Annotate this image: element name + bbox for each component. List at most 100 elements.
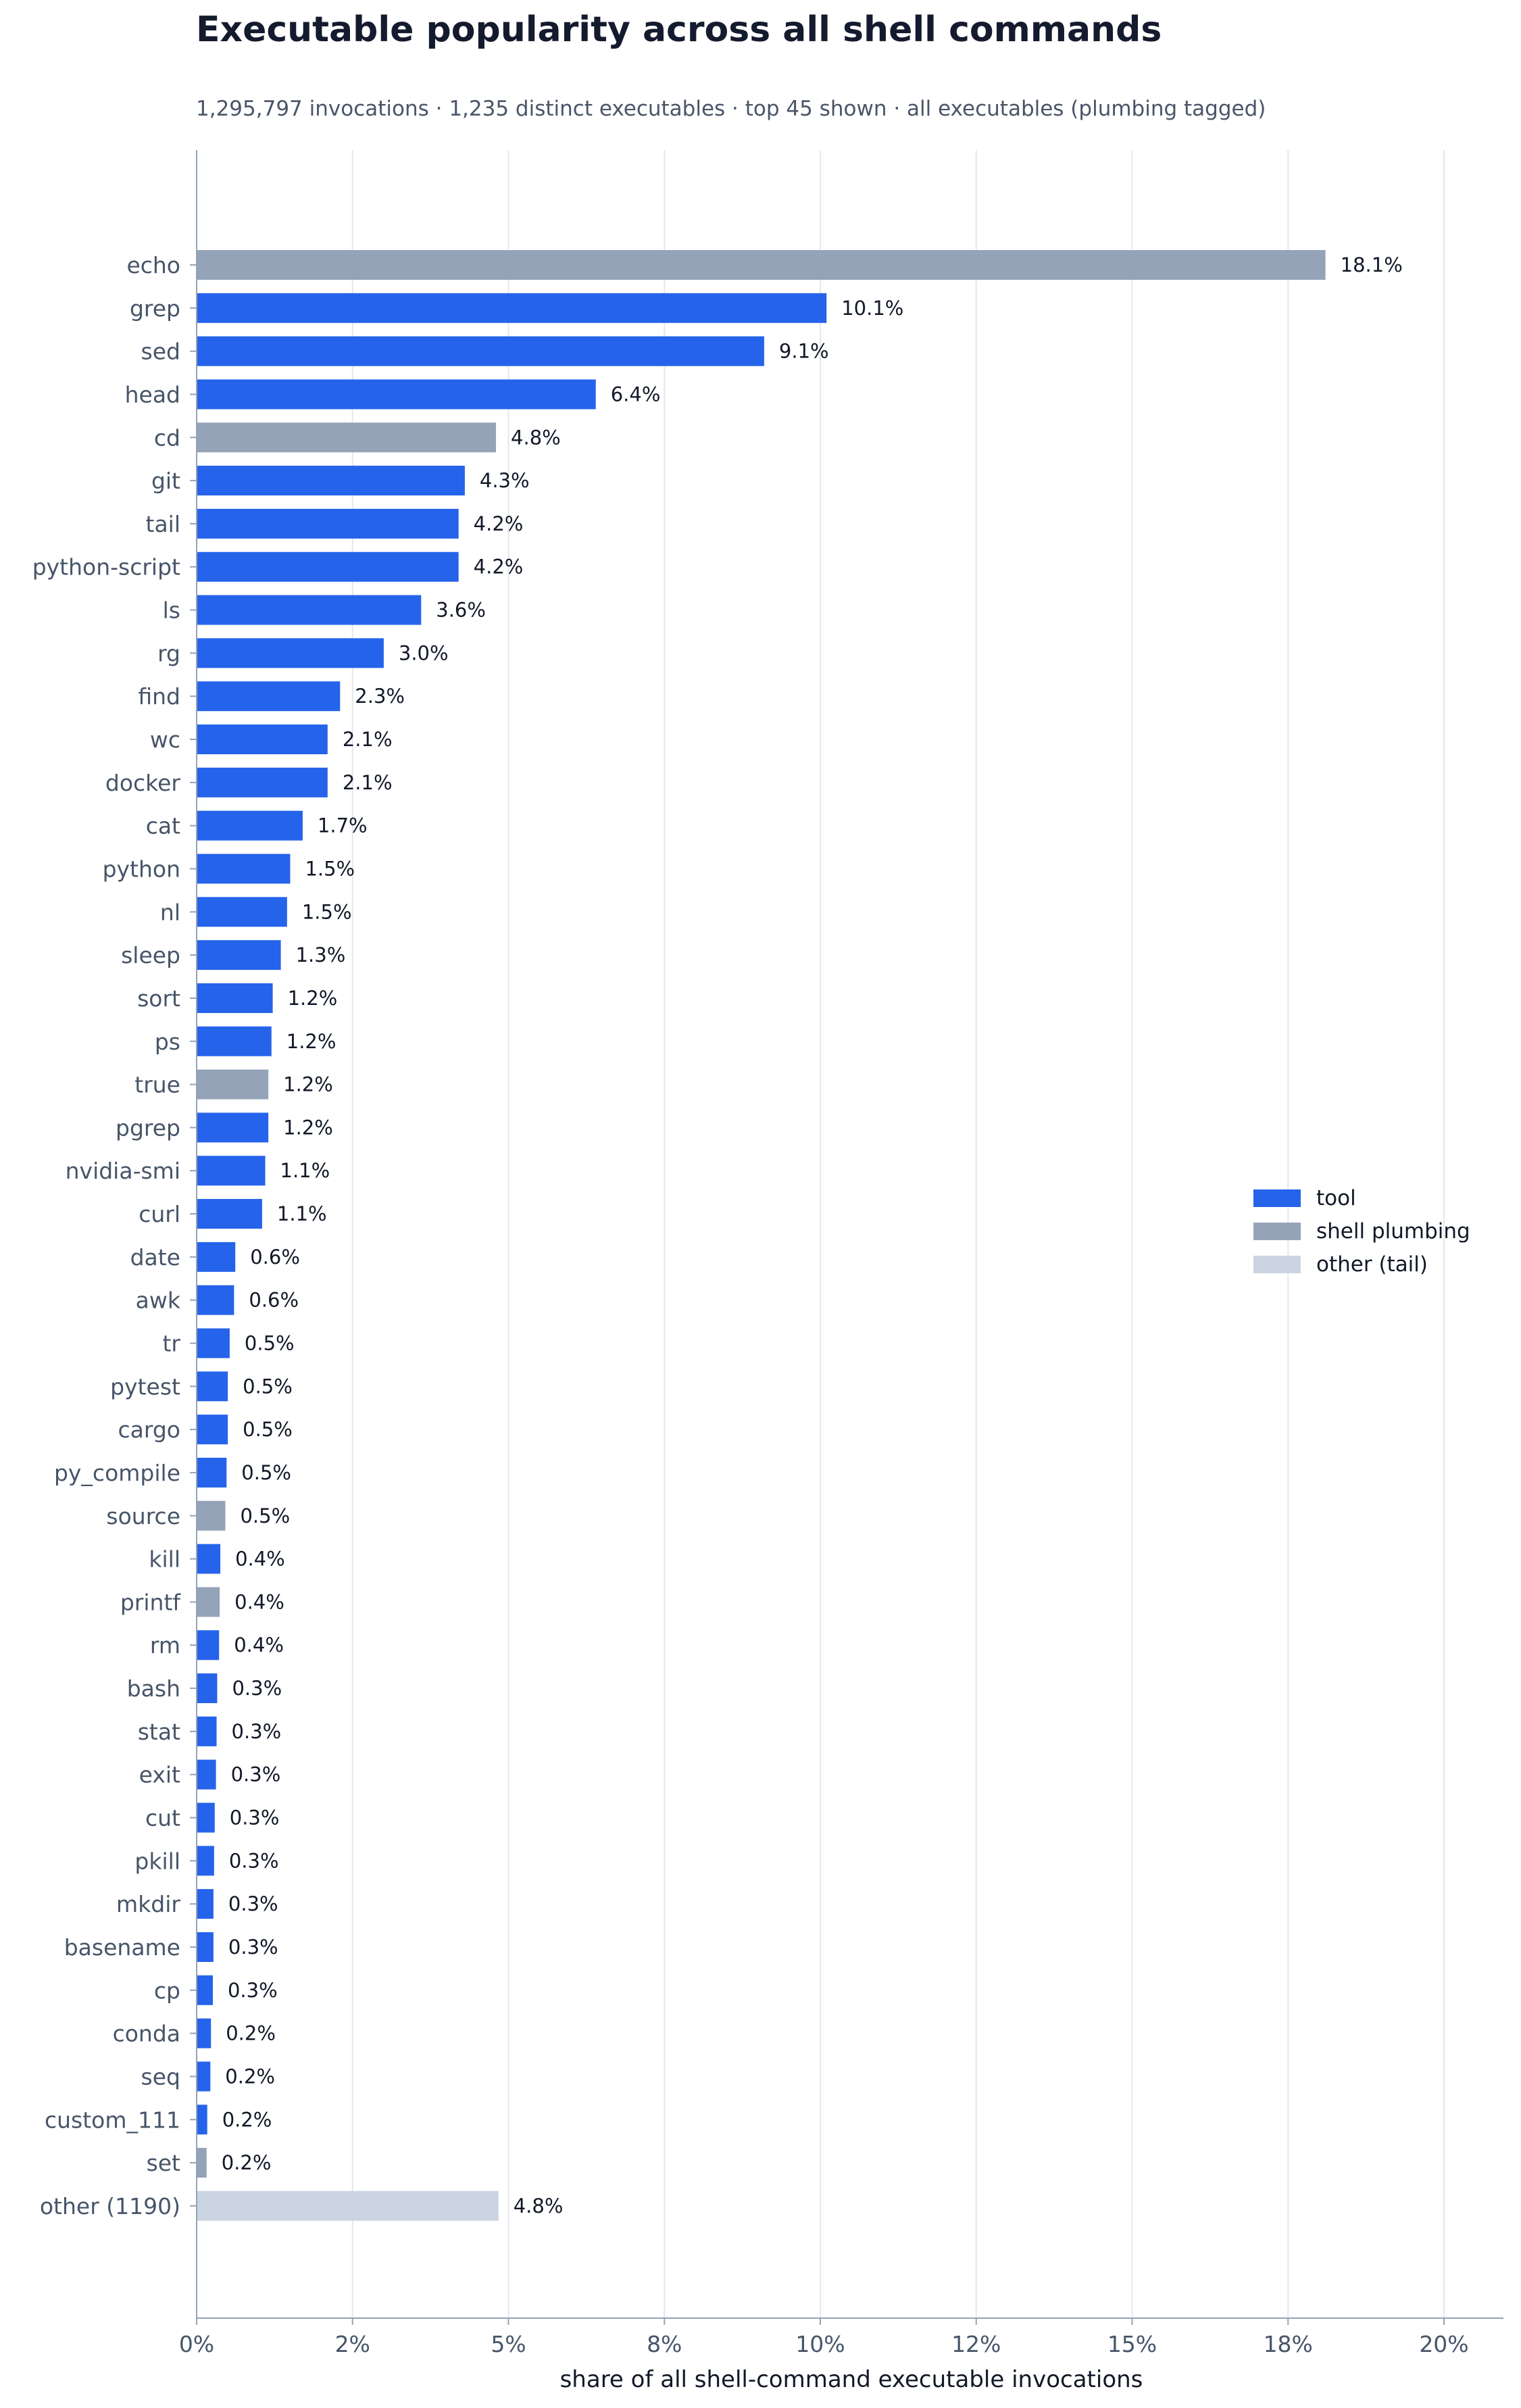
bar [197,2061,211,2092]
value-label: 1.2% [288,987,338,1010]
bar [197,724,328,755]
bar [197,1975,213,2005]
value-label: 0.4% [234,1590,284,1613]
x-axis-title: share of all shell-command executable in… [560,2366,1143,2393]
legend-swatch [1253,1189,1301,1207]
value-label: 0.4% [235,1548,285,1571]
value-label: 18.1% [1341,253,1403,276]
chart-subtitle: 1,295,797 invocations · 1,235 distinct e… [196,97,1266,121]
bar [197,2190,499,2221]
bar [197,1500,226,1531]
x-tick-label: 20% [1419,2331,1468,2357]
x-tick-label: 5% [491,2331,526,2357]
category-label: cp [154,1977,180,2004]
category-label: sleep [121,942,180,968]
value-label: 1.1% [280,1159,330,1182]
legend-swatch [1253,1223,1301,1240]
bar [197,767,328,797]
x-tick-label: 12% [951,2331,1001,2357]
legend-label: other (tail) [1316,1252,1428,1277]
bar [197,983,273,1013]
category-label: nvidia-smi [66,1158,180,1184]
value-label: 1.3% [296,943,346,966]
bar [197,336,764,366]
value-label: 0.3% [228,1936,278,1959]
category-label: sort [137,985,180,1012]
category-label: basename [64,1934,180,1961]
category-label: nl [160,899,180,925]
x-tick-label: 15% [1107,2331,1157,2357]
bar [197,2148,207,2178]
category-label: seq [141,2063,180,2090]
bar [197,1802,215,1833]
category-label: git [151,468,180,494]
category-label: python [103,856,180,882]
value-label: 1.1% [277,1202,327,1225]
category-label: ls [163,597,180,624]
category-label: tr [162,1331,180,1357]
bar [197,1242,236,1272]
category-label: kill [149,1546,180,1573]
value-label: 4.2% [474,556,524,579]
value-label: 0.3% [232,1677,282,1700]
value-label: 0.3% [228,1892,278,1915]
value-label: 0.2% [222,2151,272,2174]
category-label: pytest [110,1373,180,1400]
category-label: head [125,381,180,408]
category-label: true [134,1072,180,1098]
bar [197,681,341,712]
value-label: 0.3% [231,1763,281,1786]
category-label: printf [120,1589,182,1615]
category-label: docker [105,770,181,796]
category-label: source [106,1503,180,1529]
bar [197,551,459,582]
value-label: 0.6% [250,1246,300,1269]
bar [197,1673,218,1704]
value-label: 0.4% [234,1633,284,1656]
bar [197,1889,214,1919]
bar [197,1630,220,1661]
value-label: 4.3% [480,469,530,492]
bar [197,897,287,927]
category-label: tail [146,511,181,537]
category-label: wc [150,727,180,753]
value-label: 0.5% [245,1332,295,1355]
legend-swatch [1253,1256,1301,1273]
value-label: 2.1% [343,771,393,794]
value-label: 1.2% [283,1116,333,1139]
category-label: pgrep [116,1114,180,1141]
bar [197,638,384,668]
bar [197,595,422,625]
value-label: 6.4% [611,383,661,406]
category-label: echo [126,252,180,278]
value-label: 0.3% [229,1849,279,1872]
bar [197,1544,221,1574]
value-label: 4.2% [474,512,524,535]
category-label: curl [139,1201,180,1227]
category-label: stat [138,1719,180,1745]
bar [197,2105,207,2135]
value-label: 1.2% [286,1030,336,1053]
category-label: cat [146,813,180,839]
chart-title: Executable popularity across all shell c… [196,9,1162,50]
category-label: cargo [118,1417,181,1443]
bar [197,1457,227,1488]
bar [197,1069,269,1100]
value-label: 2.3% [355,685,405,708]
value-label: 0.2% [225,2065,275,2088]
category-label: pkill [134,1848,180,1874]
value-label: 1.7% [318,814,368,837]
bar [197,1285,234,1315]
x-tick-label: 18% [1264,2331,1313,2357]
bar [197,2018,211,2048]
bar [197,1759,216,1790]
bar [197,810,303,841]
bar [197,1112,269,1143]
x-tick-label: 8% [647,2331,682,2357]
value-label: 0.3% [230,1807,280,1829]
category-label: sed [141,339,180,365]
x-tick-label: 2% [335,2331,370,2357]
bar [197,1328,230,1358]
bar [197,940,281,970]
bar [197,1371,228,1402]
